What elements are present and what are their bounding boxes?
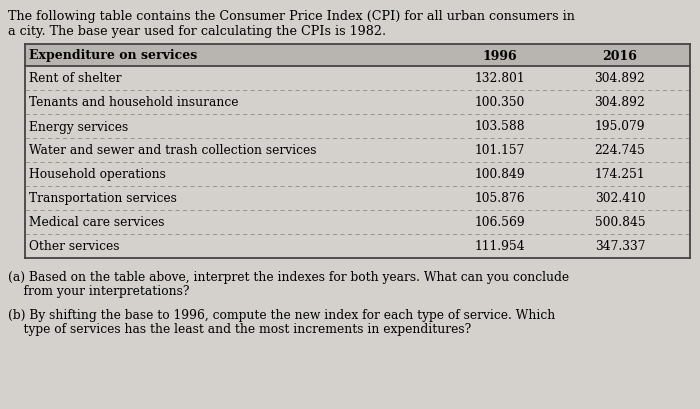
- Text: (b) By shifting the base to 1996, compute the new index for each type of service: (b) By shifting the base to 1996, comput…: [8, 308, 555, 321]
- Text: Rent of shelter: Rent of shelter: [29, 72, 122, 85]
- Text: Other services: Other services: [29, 240, 120, 253]
- Text: 224.745: 224.745: [594, 144, 645, 157]
- Text: 106.569: 106.569: [475, 216, 526, 229]
- Text: Water and sewer and trash collection services: Water and sewer and trash collection ser…: [29, 144, 316, 157]
- Text: 103.588: 103.588: [475, 120, 525, 133]
- Text: 105.876: 105.876: [475, 192, 525, 205]
- Text: type of services has the least and the most increments in expenditures?: type of services has the least and the m…: [8, 322, 471, 335]
- Text: Medical care services: Medical care services: [29, 216, 164, 229]
- Text: 302.410: 302.410: [595, 192, 645, 205]
- Text: 1996: 1996: [483, 49, 517, 62]
- Text: 174.251: 174.251: [595, 168, 645, 181]
- Text: (a) Based on the table above, interpret the indexes for both years. What can you: (a) Based on the table above, interpret …: [8, 270, 569, 283]
- Text: Transportation services: Transportation services: [29, 192, 177, 205]
- Text: Energy services: Energy services: [29, 120, 128, 133]
- Text: a city. The base year used for calculating the CPIs is 1982.: a city. The base year used for calculati…: [8, 25, 386, 38]
- Text: 100.849: 100.849: [475, 168, 526, 181]
- Text: 101.157: 101.157: [475, 144, 525, 157]
- Text: 304.892: 304.892: [594, 72, 645, 85]
- Text: 132.801: 132.801: [475, 72, 525, 85]
- Text: 347.337: 347.337: [595, 240, 645, 253]
- Text: Household operations: Household operations: [29, 168, 166, 181]
- Text: Tenants and household insurance: Tenants and household insurance: [29, 96, 239, 109]
- Text: 2016: 2016: [603, 49, 638, 62]
- Text: 500.845: 500.845: [595, 216, 645, 229]
- Text: The following table contains the Consumer Price Index (CPI) for all urban consum: The following table contains the Consume…: [8, 10, 575, 23]
- Text: 100.350: 100.350: [475, 96, 525, 109]
- Text: from your interpretations?: from your interpretations?: [8, 284, 190, 297]
- Text: 111.954: 111.954: [475, 240, 525, 253]
- Text: 304.892: 304.892: [594, 96, 645, 109]
- Text: 195.079: 195.079: [595, 120, 645, 133]
- FancyBboxPatch shape: [25, 45, 690, 67]
- Text: Expenditure on services: Expenditure on services: [29, 49, 197, 62]
